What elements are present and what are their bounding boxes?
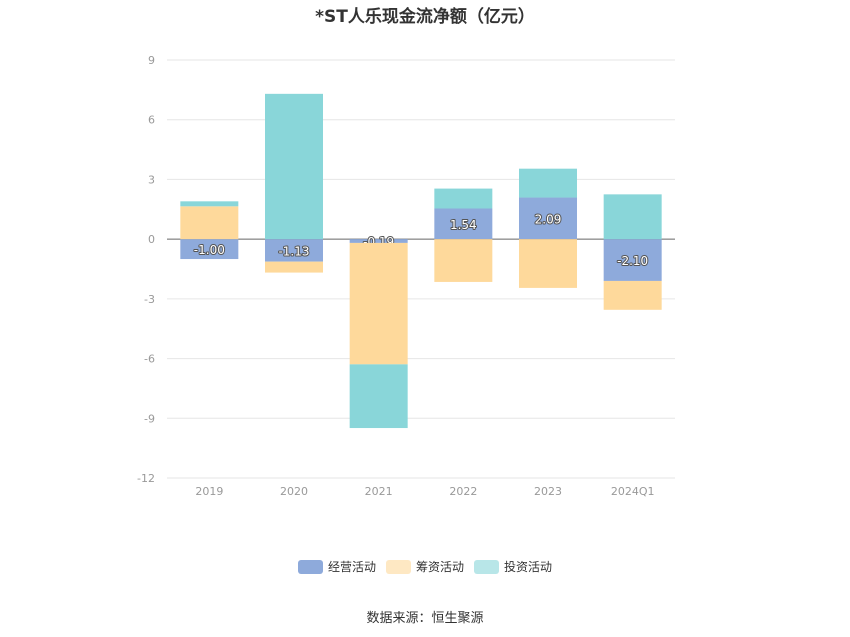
data-label: -2.10: [617, 254, 648, 268]
y-tick-label: 3: [148, 173, 155, 186]
legend-swatch: [298, 560, 323, 574]
x-tick-label: 2024Q1: [611, 485, 655, 498]
bar-operating: [180, 239, 239, 260]
bar-operating: [519, 197, 577, 240]
bar-financing: [603, 280, 662, 310]
bar-investing: [180, 201, 239, 207]
bar-investing: [434, 188, 493, 209]
legend-label: 投资活动: [504, 559, 552, 574]
y-tick-label: 0: [148, 233, 155, 246]
data-label: -1.00: [194, 243, 225, 257]
legend-swatch: [474, 560, 499, 574]
bar-financing: [519, 239, 577, 288]
x-tick-label: 2022: [449, 485, 477, 498]
x-tick-label: 2019: [195, 485, 223, 498]
bar-financing: [349, 242, 408, 365]
chart-title: *ST人乐现金流净额（亿元）: [315, 7, 535, 27]
y-tick-label: 9: [148, 54, 155, 67]
x-tick-label: 2020: [280, 485, 308, 498]
bar-operating: [603, 239, 662, 281]
x-tick-label: 2023: [534, 485, 562, 498]
data-label: 2.09: [535, 212, 562, 226]
bar-financing: [180, 206, 239, 240]
bar-investing: [519, 168, 577, 198]
y-tick-label: -3: [144, 293, 155, 306]
bar-investing: [349, 364, 408, 429]
y-tick-label: -12: [137, 472, 155, 485]
bar-investing: [603, 194, 662, 240]
source-note: 数据来源：恒生聚源: [366, 611, 484, 626]
bar-financing: [265, 261, 323, 273]
x-tick-label: 2021: [365, 485, 393, 498]
bar-financing: [434, 239, 493, 282]
y-tick-label: -6: [144, 353, 155, 366]
data-label: 1.54: [450, 218, 477, 232]
legend-label: 筹资活动: [416, 560, 464, 574]
bar-operating: [349, 239, 408, 243]
legend-label: 经营活动: [328, 560, 376, 574]
y-tick-label: 6: [148, 114, 155, 127]
bar-operating: [265, 239, 323, 262]
data-label: -1.13: [278, 244, 309, 258]
bar-investing: [265, 93, 323, 240]
legend-swatch: [386, 560, 411, 574]
y-tick-label: -9: [144, 412, 155, 425]
bar-operating: [434, 208, 493, 240]
